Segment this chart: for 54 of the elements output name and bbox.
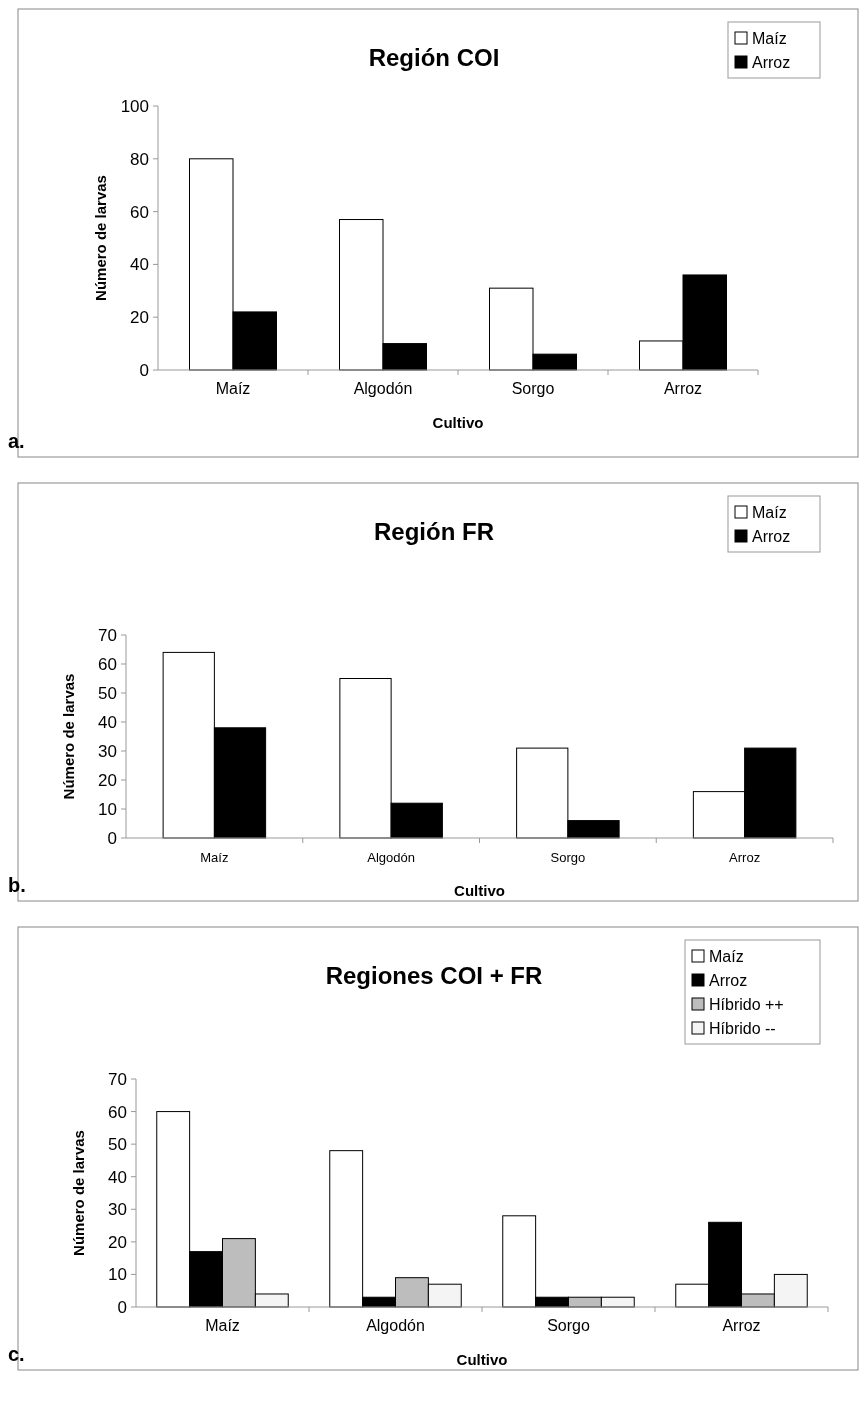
text: c.: [8, 1343, 25, 1365]
chart-title: Región COI: [368, 44, 500, 71]
y-axis-title: Número de larvas: [92, 175, 109, 301]
y-axis-title: Número de larvas: [70, 1130, 87, 1256]
x-tick-label: Algodón: [366, 1317, 425, 1334]
x-tick-label: Arroz: [729, 850, 761, 865]
y-tick-label: 70: [108, 1069, 127, 1089]
x-tick-label: Algodón: [367, 850, 415, 865]
text: b.: [8, 874, 26, 896]
y-tick-label: 80: [130, 149, 149, 169]
x-axis-title: Cultivo: [432, 414, 484, 431]
chart-title: Región FR: [374, 518, 494, 545]
chart-title: Regiones COI + FR: [325, 962, 543, 989]
legend-label: Maíz: [752, 503, 787, 521]
legend-label: Híbrido --: [709, 1019, 776, 1037]
legend-label: Arroz: [752, 53, 791, 71]
legend-label: Maíz: [709, 947, 744, 965]
y-tick-label: 20: [130, 308, 149, 328]
x-tick-label: Maíz: [215, 380, 251, 397]
y-tick-label: 70: [98, 625, 117, 645]
x-axis-title: Cultivo: [456, 1351, 508, 1368]
legend-label: Híbrido ++: [709, 995, 784, 1013]
text: a.: [8, 430, 25, 452]
x-tick-label: Arroz: [722, 1317, 761, 1334]
y-tick-label: 40: [98, 712, 117, 732]
y-tick-label: 60: [130, 202, 149, 222]
legend-label: Arroz: [709, 971, 748, 989]
y-tick-label: 40: [130, 255, 149, 275]
y-tick-label: 0: [139, 360, 149, 380]
x-tick-label: Sorgo: [550, 850, 586, 865]
y-tick-label: 60: [108, 1102, 127, 1122]
legend-label: Maíz: [752, 29, 787, 47]
y-tick-label: 50: [98, 683, 117, 703]
y-tick-label: 0: [117, 1297, 127, 1317]
y-tick-label: 60: [98, 654, 117, 674]
y-tick-label: 20: [98, 770, 117, 790]
x-tick-label: Maíz: [205, 1317, 240, 1334]
x-tick-label: Sorgo: [511, 380, 555, 397]
x-tick-label: Arroz: [663, 380, 703, 397]
y-tick-label: 10: [98, 799, 117, 819]
y-tick-label: 40: [108, 1167, 127, 1187]
x-tick-label: Maíz: [200, 850, 229, 865]
y-tick-label: 10: [108, 1265, 127, 1285]
y-tick-label: 0: [107, 828, 117, 848]
y-tick-label: 100: [120, 96, 149, 116]
y-tick-label: 30: [108, 1200, 127, 1220]
x-tick-label: Algodón: [353, 380, 413, 397]
y-axis-title: Número de larvas: [60, 673, 77, 800]
x-tick-label: Sorgo: [547, 1317, 590, 1334]
y-tick-label: 30: [98, 741, 117, 761]
y-tick-label: 20: [108, 1232, 127, 1252]
x-axis-title: Cultivo: [454, 882, 505, 899]
legend-label: Arroz: [752, 527, 791, 545]
y-tick-label: 50: [108, 1135, 127, 1155]
